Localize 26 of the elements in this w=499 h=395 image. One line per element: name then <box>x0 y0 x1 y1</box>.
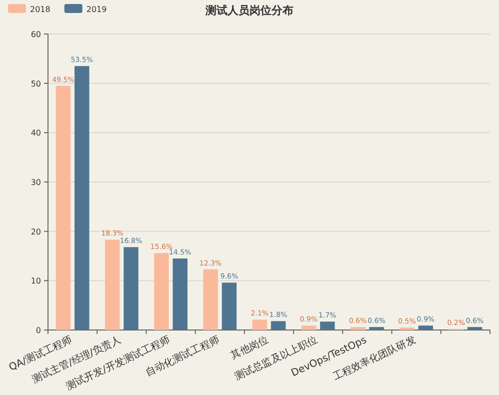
bar <box>350 327 366 330</box>
bar <box>154 253 169 330</box>
y-tick-label: 10 <box>30 276 41 286</box>
bar <box>203 269 218 330</box>
bar <box>301 326 316 330</box>
y-tick-label: 20 <box>30 227 41 236</box>
y-tick-label: 50 <box>30 79 41 88</box>
legend-label: 2018 <box>30 5 50 14</box>
y-tick-label: 30 <box>30 178 41 187</box>
bar <box>252 320 268 330</box>
bar <box>320 322 335 330</box>
bar <box>74 66 90 330</box>
bar <box>222 282 237 330</box>
bar <box>369 327 384 330</box>
bar <box>172 258 188 330</box>
bar <box>124 247 138 330</box>
y-tick-label: 40 <box>30 128 41 138</box>
bar <box>56 86 71 330</box>
chart-title: 测试人员岗位分布 <box>204 4 294 17</box>
y-tick-label: 0 <box>36 326 41 335</box>
bar <box>418 326 434 330</box>
y-tick-label: 60 <box>30 30 41 39</box>
legend-label: 2019 <box>86 5 107 14</box>
bar <box>104 240 120 330</box>
bar <box>467 327 482 330</box>
bar <box>270 321 286 330</box>
